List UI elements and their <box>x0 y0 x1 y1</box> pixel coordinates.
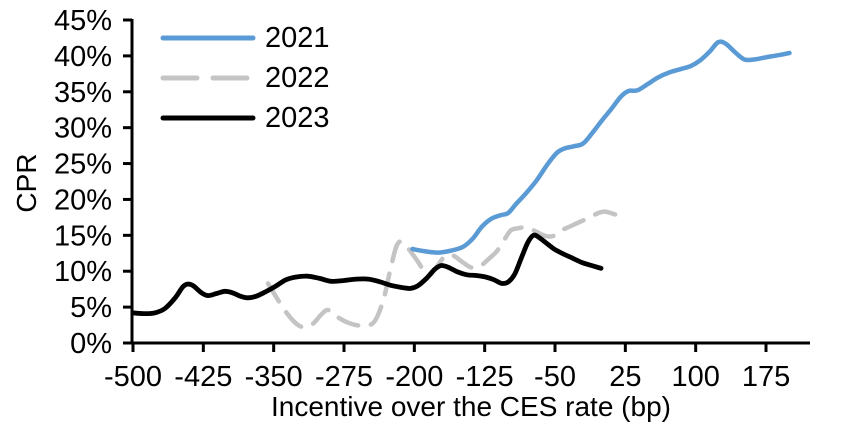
y-tick-label: 15% <box>54 220 112 252</box>
legend-label-2022: 2022 <box>265 62 330 94</box>
y-axis-title: CPR <box>11 153 42 213</box>
x-tick-label: -275 <box>315 361 373 393</box>
y-tick-label: 20% <box>54 184 112 216</box>
x-tick-label: 25 <box>609 361 641 393</box>
y-tick-label: 5% <box>70 292 112 324</box>
y-tick-label: 25% <box>54 149 112 181</box>
y-tick-label: 35% <box>54 77 112 109</box>
legend-label-2023: 2023 <box>265 102 330 134</box>
legend-item-2021: 2021 <box>160 18 330 58</box>
legend-label-2021: 2021 <box>265 22 330 54</box>
legend-swatch-2023 <box>160 115 256 121</box>
y-tick-label: 40% <box>54 41 112 73</box>
x-tick-label: -125 <box>456 361 514 393</box>
legend-item-2023: 2023 <box>160 98 330 138</box>
legend-swatch-2022 <box>160 75 256 81</box>
x-tick-label: -425 <box>174 361 232 393</box>
legend-swatch-2021 <box>160 35 256 41</box>
x-tick-label: -50 <box>534 361 576 393</box>
x-tick-label: 175 <box>742 361 790 393</box>
x-axis-title: Incentive over the CES rate (bp) <box>271 391 671 422</box>
x-tick-label: -350 <box>245 361 303 393</box>
series-2021-line <box>410 39 792 255</box>
x-tick-label: -200 <box>385 361 443 393</box>
x-tick-label: -500 <box>104 361 162 393</box>
y-tick-label: 10% <box>54 256 112 288</box>
y-tick-label: 30% <box>54 113 112 145</box>
y-tick-label: 0% <box>70 328 112 360</box>
series-2022-line <box>265 209 623 330</box>
series-2023-line <box>130 232 604 317</box>
x-tick-label: 100 <box>671 361 719 393</box>
y-tick-label: 45% <box>54 5 112 37</box>
legend: 2021 2022 2023 <box>160 18 330 138</box>
legend-item-2022: 2022 <box>160 58 330 98</box>
